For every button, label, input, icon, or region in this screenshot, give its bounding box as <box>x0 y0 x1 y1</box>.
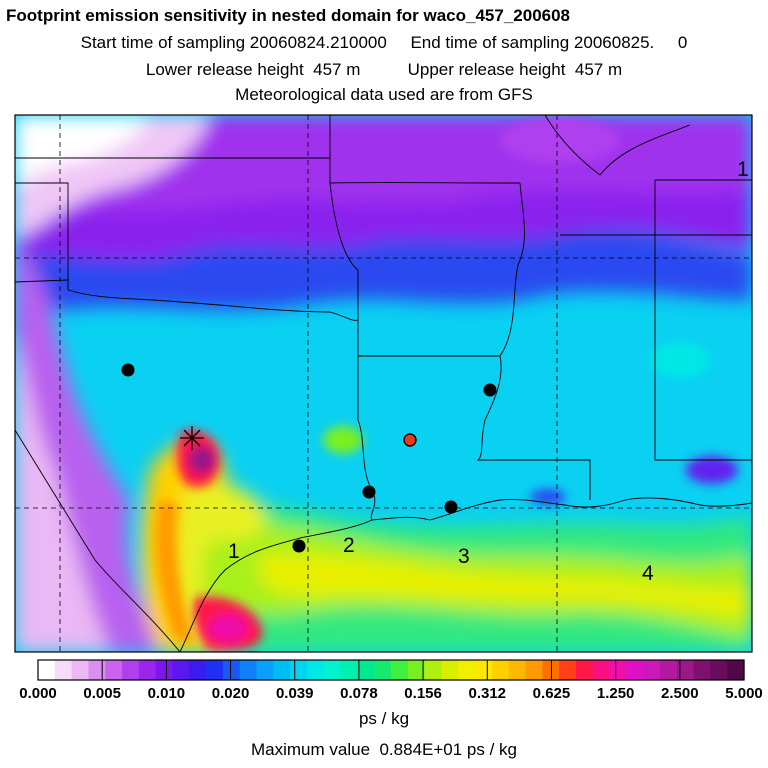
site-marker <box>362 485 376 499</box>
colorbar-unit: ps / kg <box>358 709 410 728</box>
site-marker <box>483 383 497 397</box>
site-marker <box>121 363 135 377</box>
colorbar-swatch <box>575 660 594 680</box>
colorbar-tick-label: 5.000 <box>725 685 763 702</box>
contour-labels: 1 1 2 3 4 <box>228 158 749 585</box>
colorbar-swatch <box>256 660 274 680</box>
colorbar-swatch <box>38 660 56 680</box>
contour-label: 4 <box>642 562 654 585</box>
colorbar-swatch <box>727 660 745 680</box>
colorbar-tick-label: 0.312 <box>468 685 507 702</box>
site-markers <box>121 363 497 553</box>
colorbar-tick-label: 0.625 <box>532 685 571 702</box>
colorbar-swatch <box>559 660 577 680</box>
sensitivity-field <box>15 115 752 652</box>
colorbar-swatch <box>239 660 258 680</box>
colorbar-swatch <box>306 660 325 680</box>
colorbar-swatch <box>491 660 510 680</box>
sampling-time-line: Start time of sampling 20060824.210000 E… <box>80 33 688 52</box>
contour-label: 3 <box>458 545 470 568</box>
colorbar-swatch <box>441 660 459 680</box>
colorbar-swatch <box>206 660 224 680</box>
release-point-icon <box>180 426 204 450</box>
colorbar-tick-label: 0.020 <box>211 685 250 702</box>
map-title: Footprint emission sensitivity in nested… <box>6 6 571 25</box>
colorbar-swatch <box>290 660 308 680</box>
colorbar-tick-label: 0.000 <box>19 685 57 702</box>
colorbar-frame <box>37 659 745 681</box>
colorbar-swatch <box>323 660 342 680</box>
colorbar-tick-label: 0.005 <box>83 685 121 702</box>
colorbar-swatch <box>105 660 123 680</box>
colorbar-swatch <box>273 660 291 680</box>
met-data-line: Meteorological data used are from GFS <box>235 85 533 104</box>
colorbar-swatch <box>592 660 611 680</box>
colorbar-swatch <box>122 660 140 680</box>
colorbar-swatch <box>391 660 409 680</box>
maximum-value: Maximum value 0.884E+01 ps / kg <box>251 740 517 759</box>
colorbar-swatch <box>659 660 678 680</box>
colorbar-swatch <box>138 660 157 680</box>
colorbar-swatch <box>172 660 190 680</box>
colorbar-swatch <box>189 660 207 680</box>
colorbar-swatch <box>626 660 644 680</box>
colorbar-swatch <box>525 660 543 680</box>
colorbar-swatch <box>508 660 527 680</box>
colorbar-swatch <box>693 660 711 680</box>
colorbar-tick-label: 2.500 <box>661 685 699 702</box>
contour-label: 1 <box>737 158 749 181</box>
colorbar-tick-label: 0.010 <box>147 685 186 702</box>
colorbar-swatch <box>676 660 695 680</box>
colorbar-swatch <box>710 660 728 680</box>
colorbar-tick-label: 1.250 <box>596 685 635 702</box>
colorbar-swatch <box>374 660 392 680</box>
colorbar-swatch <box>424 660 443 680</box>
colorbar-swatch <box>357 660 375 680</box>
state-boundaries <box>15 115 752 652</box>
colorbar-swatch <box>54 660 73 680</box>
colorbar-swatch <box>458 660 476 680</box>
release-height-line: Lower release height 457 m Upper release… <box>145 60 623 79</box>
colorbar-tick-label: 0.156 <box>404 685 442 702</box>
colorbar-swatch <box>71 660 90 680</box>
colorbar-swatch <box>88 660 106 680</box>
contour-label: 2 <box>343 534 355 557</box>
colorbar-swatch <box>643 660 661 680</box>
colorbar-swatch <box>609 660 627 680</box>
colorbar-swatch <box>155 660 174 680</box>
colorbar-swatch <box>222 660 241 680</box>
colorbar-tick-label: 0.039 <box>275 685 314 702</box>
colorbar-swatch <box>340 660 358 680</box>
colorbar-swatch <box>475 660 493 680</box>
colorbar-tick-label: 0.078 <box>340 685 378 702</box>
colorbar-swatch <box>407 660 426 680</box>
lat-lon-grid <box>15 115 752 652</box>
receptor-marker <box>403 433 417 447</box>
colorbar <box>37 659 745 681</box>
site-marker <box>444 500 458 514</box>
contour-label: 1 <box>228 540 240 563</box>
site-marker <box>292 539 306 553</box>
